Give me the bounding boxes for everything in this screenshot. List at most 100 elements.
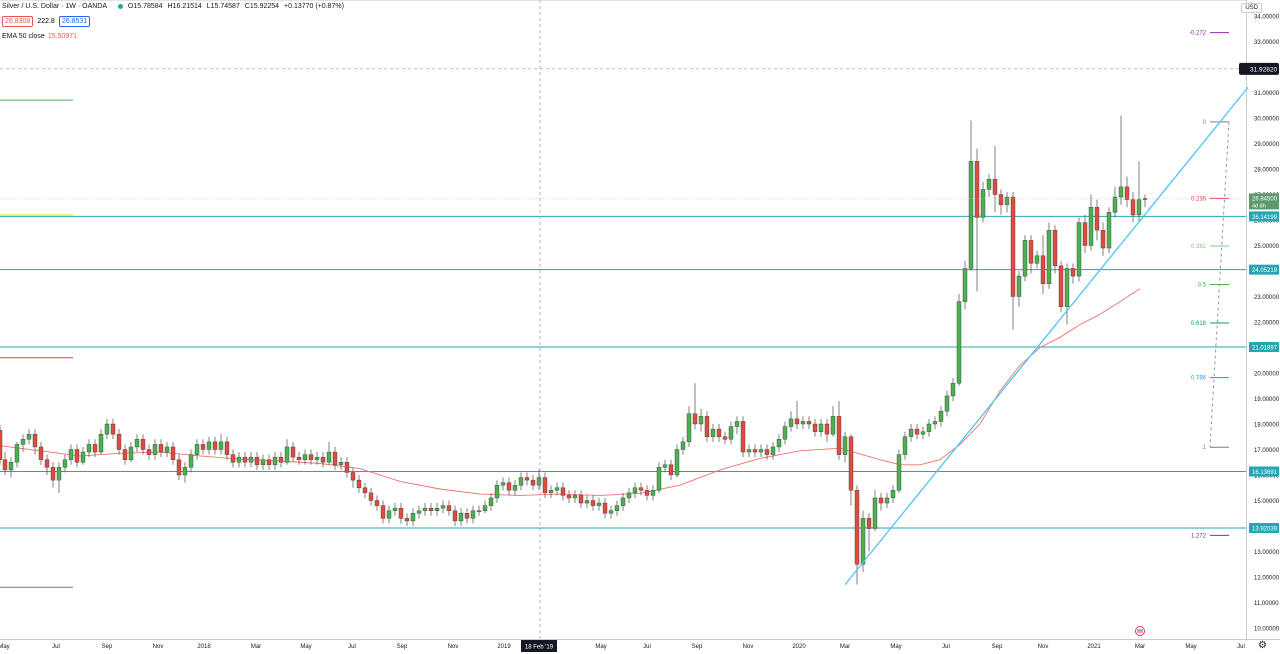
candle (476, 505, 482, 516)
candle-body (662, 464, 668, 468)
candle-body (380, 505, 386, 519)
candle-body (314, 456, 320, 460)
trendline[interactable] (844, 86, 1249, 586)
candle (380, 500, 386, 524)
candle (1040, 235, 1046, 294)
candle-body (764, 449, 770, 455)
candle-body (338, 462, 344, 465)
candle (1106, 207, 1112, 254)
candle (650, 485, 656, 501)
time-axis[interactable]: May Jul Sep Nov 2018 Mar May Jul Sep Nov 2019 May Ju… (0, 644, 1245, 650)
candle (902, 431, 908, 460)
candle-body (824, 423, 830, 435)
candle-body (0, 430, 3, 460)
candle-body (740, 421, 746, 453)
candle-body (1106, 212, 1112, 249)
price-tick-label: 29.00000 (1254, 142, 1280, 148)
ascending-trendline (844, 86, 1249, 586)
candle (434, 503, 440, 516)
candle (2, 452, 8, 475)
candle-body (614, 505, 620, 511)
candle (668, 459, 674, 481)
level-price-box (1249, 466, 1279, 477)
candle (182, 462, 188, 483)
sell-button[interactable]: 26.8308 (2, 16, 34, 27)
tradingview-logo-icon[interactable] (1134, 626, 1146, 636)
candle-body (74, 449, 80, 463)
time-tick-label: 2021 (1087, 644, 1101, 650)
fib-level-label: 0.382 (1191, 244, 1207, 250)
candle-body (884, 497, 890, 504)
candle-body (962, 268, 968, 302)
candle (1064, 263, 1070, 325)
candle (302, 449, 308, 465)
candle-body (272, 456, 278, 465)
candle-body (530, 479, 536, 486)
candle-body (536, 477, 542, 486)
candle (374, 495, 380, 511)
price-tick-label: 13.00000 (1254, 550, 1280, 556)
left-stub-lines (0, 99, 73, 588)
candle (416, 505, 422, 519)
candle-body (770, 446, 776, 455)
symbol-title[interactable]: Silver / U.S. Dollar · 1W · OANDA (2, 3, 108, 10)
candle-body (398, 507, 404, 519)
candle (92, 439, 98, 458)
candle-body (950, 383, 956, 397)
candle (626, 487, 632, 504)
candle-body (1046, 229, 1052, 284)
candle (500, 477, 506, 491)
time-tick-label: Nov (448, 644, 459, 650)
currency-button[interactable]: USD (1241, 3, 1262, 13)
candle-body (596, 502, 602, 506)
candle (1076, 217, 1082, 282)
candle-body (752, 449, 758, 453)
candle (512, 480, 518, 496)
candle (602, 497, 608, 519)
candle (98, 429, 104, 455)
candle (686, 406, 692, 447)
candle (674, 444, 680, 478)
candle (698, 408, 704, 432)
candle (1046, 222, 1052, 289)
candle (86, 439, 92, 458)
candle-body (260, 459, 266, 466)
ohlc-close: C15.92254 (244, 3, 280, 10)
candle-body (344, 462, 350, 473)
candle (356, 475, 362, 493)
candle-body (968, 161, 974, 269)
settings-gear-icon[interactable]: ⚙ (1258, 640, 1267, 651)
price-tick-label: 18.00000 (1254, 423, 1280, 429)
price-tick-label: 25.00000 (1254, 244, 1280, 250)
candle-body (1022, 240, 1028, 277)
candle-body (806, 421, 812, 425)
fib-level-label: 0.236 (1191, 196, 1207, 202)
candle-body (116, 434, 122, 450)
candle (794, 401, 800, 430)
candle (992, 146, 998, 213)
candle (890, 485, 896, 504)
candle-body (464, 513, 470, 519)
candle (68, 444, 74, 465)
ema-legend[interactable]: EMA 50 close 15.50971 (2, 33, 77, 40)
time-tick-label: May (300, 644, 311, 650)
candle-body (974, 161, 980, 218)
buy-button[interactable]: 26.8531 (58, 16, 91, 27)
candle-body (170, 446, 176, 460)
price-tick-label: 15.00000 (1254, 499, 1280, 505)
candle-body (332, 451, 338, 465)
candle (608, 505, 614, 519)
candle-body (326, 451, 332, 463)
level-price-box (1249, 523, 1279, 534)
candle (872, 490, 878, 532)
candle-body (1070, 268, 1076, 277)
candle-body (110, 423, 116, 435)
candle-body (1088, 207, 1094, 246)
candle-body (266, 459, 272, 466)
candle-body (644, 490, 650, 496)
candle-body (1112, 196, 1118, 213)
candle (140, 434, 146, 455)
candle-body (392, 507, 398, 511)
